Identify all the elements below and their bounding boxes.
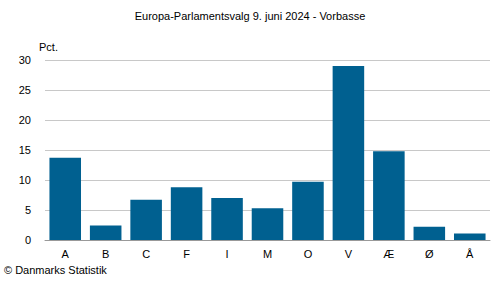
- svg-text:O: O: [304, 248, 313, 260]
- svg-text:Æ: Æ: [383, 248, 394, 260]
- svg-text:V: V: [345, 248, 353, 260]
- svg-text:20: 20: [19, 114, 31, 126]
- svg-text:F: F: [183, 248, 190, 260]
- svg-text:Å: Å: [466, 248, 474, 260]
- svg-text:Europa-Parlamentsvalg 9. juni: Europa-Parlamentsvalg 9. juni 2024 - Vor…: [135, 10, 366, 22]
- svg-text:Pct.: Pct.: [39, 41, 58, 53]
- svg-text:C: C: [142, 248, 150, 260]
- svg-text:15: 15: [19, 144, 31, 156]
- svg-text:30: 30: [19, 54, 31, 66]
- svg-text:0: 0: [25, 234, 31, 246]
- svg-text:5: 5: [25, 204, 31, 216]
- svg-text:10: 10: [19, 174, 31, 186]
- svg-text:M: M: [263, 248, 272, 260]
- svg-text:I: I: [226, 248, 229, 260]
- svg-text:Ø: Ø: [425, 248, 434, 260]
- svg-text:25: 25: [19, 84, 31, 96]
- svg-text:B: B: [102, 248, 109, 260]
- svg-text:© Danmarks Statistik: © Danmarks Statistik: [4, 264, 107, 276]
- svg-text:A: A: [62, 248, 70, 260]
